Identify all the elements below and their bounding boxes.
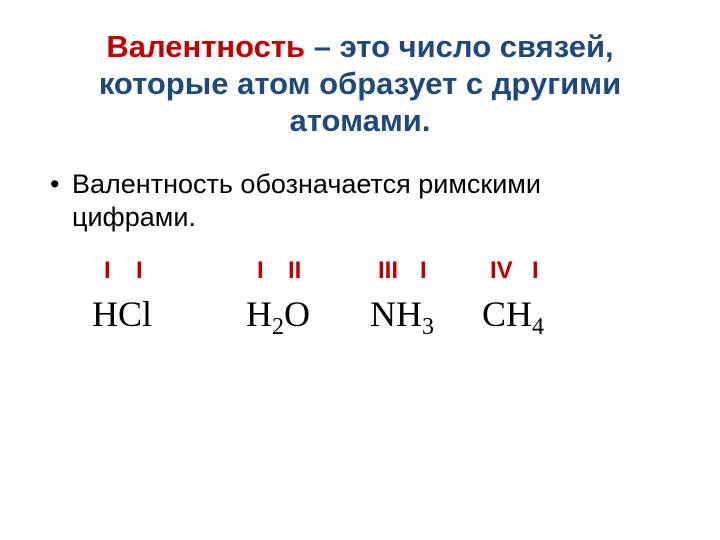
slide-title: Валентность – это число связей, которые … — [50, 28, 670, 140]
roman-numeral: II — [288, 257, 301, 285]
title-accent-word: Валентность — [106, 29, 305, 64]
body-text-content: Валентность обозначается римскими цифрам… — [72, 169, 541, 233]
roman-numeral: IV — [490, 257, 513, 285]
roman-numeral: I — [136, 257, 143, 285]
formula-area: IIIIIIIIIIVI HClH2ONH3CH4 — [50, 257, 670, 397]
chemical-formula: CH4 — [482, 293, 544, 335]
roman-numeral: I — [104, 257, 111, 285]
roman-numeral: III — [378, 257, 398, 285]
chemical-formula: H2O — [246, 293, 310, 335]
roman-numeral: I — [532, 257, 539, 285]
bullet-char: • — [50, 168, 59, 202]
slide: Валентность – это число связей, которые … — [0, 0, 720, 540]
chemical-formula: NH3 — [370, 293, 434, 335]
chemical-formula: HCl — [92, 293, 152, 335]
roman-numeral: I — [420, 257, 427, 285]
body-paragraph: • Валентность обозначается римскими цифр… — [50, 168, 670, 236]
roman-numeral: I — [257, 257, 264, 285]
